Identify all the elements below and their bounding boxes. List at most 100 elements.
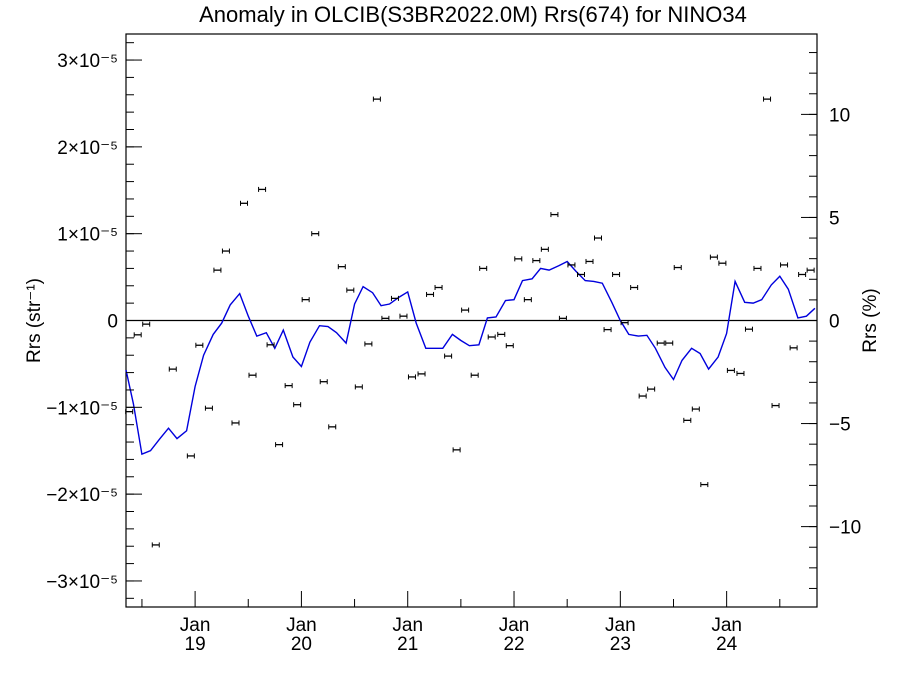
x-tick-month: Jan bbox=[180, 615, 211, 636]
data-point bbox=[620, 320, 629, 326]
data-point bbox=[763, 96, 772, 102]
x-tick-month: Jan bbox=[499, 615, 530, 636]
data-point bbox=[470, 372, 479, 378]
data-point bbox=[806, 267, 815, 273]
data-point bbox=[275, 442, 284, 448]
data-point bbox=[585, 258, 594, 264]
x-tick-month: Jan bbox=[392, 615, 423, 636]
data-point bbox=[204, 405, 213, 411]
y2-tick-label: −5 bbox=[829, 415, 851, 436]
y-tick-label: 3×10⁻⁵ bbox=[57, 51, 118, 72]
data-point bbox=[497, 331, 506, 337]
x-tick-year: 19 bbox=[185, 634, 206, 655]
data-point bbox=[301, 297, 310, 303]
y2-tick-label: 5 bbox=[829, 208, 840, 229]
data-point bbox=[594, 235, 603, 241]
data-point bbox=[789, 345, 798, 351]
y-tick-label: −2×10⁻⁵ bbox=[46, 485, 118, 506]
x-tick-year: 23 bbox=[610, 634, 631, 655]
data-point bbox=[195, 342, 204, 348]
data-point bbox=[133, 332, 142, 338]
data-point bbox=[337, 264, 346, 270]
y-tick-label: 1×10⁻⁵ bbox=[57, 225, 118, 246]
x-tick-month: Jan bbox=[605, 615, 636, 636]
data-point bbox=[407, 374, 416, 380]
data-point bbox=[709, 254, 718, 260]
data-point bbox=[612, 271, 621, 277]
data-point bbox=[311, 231, 320, 237]
y-tick-label: 0 bbox=[107, 312, 118, 333]
y-tick-label: −3×10⁻⁵ bbox=[46, 572, 118, 593]
data-point bbox=[479, 265, 488, 271]
data-point bbox=[151, 542, 160, 548]
data-point bbox=[293, 402, 302, 408]
data-point bbox=[718, 260, 727, 266]
data-point bbox=[514, 256, 523, 262]
data-point bbox=[771, 403, 780, 409]
y-axis-label: Rrs (str⁻¹) bbox=[24, 278, 45, 363]
y2-tick-label: 0 bbox=[829, 312, 840, 333]
data-point bbox=[452, 447, 461, 453]
data-point bbox=[798, 271, 807, 277]
y-tick-label: 2×10⁻⁵ bbox=[57, 138, 118, 159]
data-point bbox=[248, 372, 257, 378]
data-point bbox=[736, 370, 745, 376]
data-point bbox=[381, 315, 390, 321]
data-point bbox=[700, 482, 709, 488]
x-tick-year: 21 bbox=[397, 634, 418, 655]
data-point bbox=[364, 341, 373, 347]
data-point bbox=[780, 262, 789, 268]
x-tick-year: 24 bbox=[716, 634, 738, 655]
data-point bbox=[540, 246, 549, 252]
chart-title: Anomaly in OLCIB(S3BR2022.0M) Rrs(674) f… bbox=[199, 2, 747, 27]
data-point bbox=[630, 285, 639, 291]
smoothed-anomaly-line bbox=[125, 260, 816, 456]
data-point bbox=[603, 327, 612, 333]
data-point bbox=[125, 409, 134, 415]
data-point bbox=[258, 186, 267, 192]
data-point bbox=[213, 267, 222, 273]
y-tick-label: −1×10⁻⁵ bbox=[46, 398, 118, 419]
data-point bbox=[186, 453, 195, 459]
data-point bbox=[399, 313, 408, 319]
data-point bbox=[444, 353, 453, 359]
data-point bbox=[328, 424, 337, 430]
data-point bbox=[638, 393, 647, 399]
x-tick-month: Jan bbox=[711, 615, 742, 636]
data-point bbox=[550, 212, 559, 218]
data-point bbox=[417, 371, 426, 377]
data-point bbox=[284, 383, 293, 389]
data-point bbox=[221, 248, 230, 254]
x-tick-year: 22 bbox=[503, 634, 524, 655]
data-point bbox=[647, 386, 656, 392]
data-point bbox=[142, 321, 151, 327]
data-point bbox=[426, 291, 435, 297]
data-point bbox=[505, 343, 514, 349]
data-point bbox=[319, 379, 328, 385]
data-point bbox=[673, 265, 682, 271]
data-point bbox=[231, 420, 240, 426]
y2-tick-label: −10 bbox=[829, 518, 861, 539]
data-point bbox=[168, 366, 177, 372]
data-point bbox=[558, 315, 567, 321]
data-point bbox=[753, 265, 762, 271]
data-point bbox=[434, 285, 443, 291]
data-point bbox=[691, 406, 700, 412]
data-point bbox=[726, 367, 735, 373]
y2-tick-label: 10 bbox=[829, 105, 850, 126]
data-point bbox=[346, 287, 355, 293]
x-tick-year: 20 bbox=[291, 634, 312, 655]
data-point bbox=[665, 340, 674, 346]
data-point bbox=[390, 295, 399, 301]
data-point bbox=[354, 384, 363, 390]
data-point bbox=[576, 271, 585, 277]
data-point bbox=[372, 96, 381, 102]
data-point bbox=[683, 417, 692, 423]
data-point bbox=[567, 262, 576, 268]
y2-axis-label: Rrs (%) bbox=[860, 288, 881, 352]
data-point bbox=[266, 342, 275, 348]
data-point bbox=[240, 200, 249, 206]
data-point bbox=[744, 326, 753, 332]
data-point bbox=[487, 334, 496, 340]
